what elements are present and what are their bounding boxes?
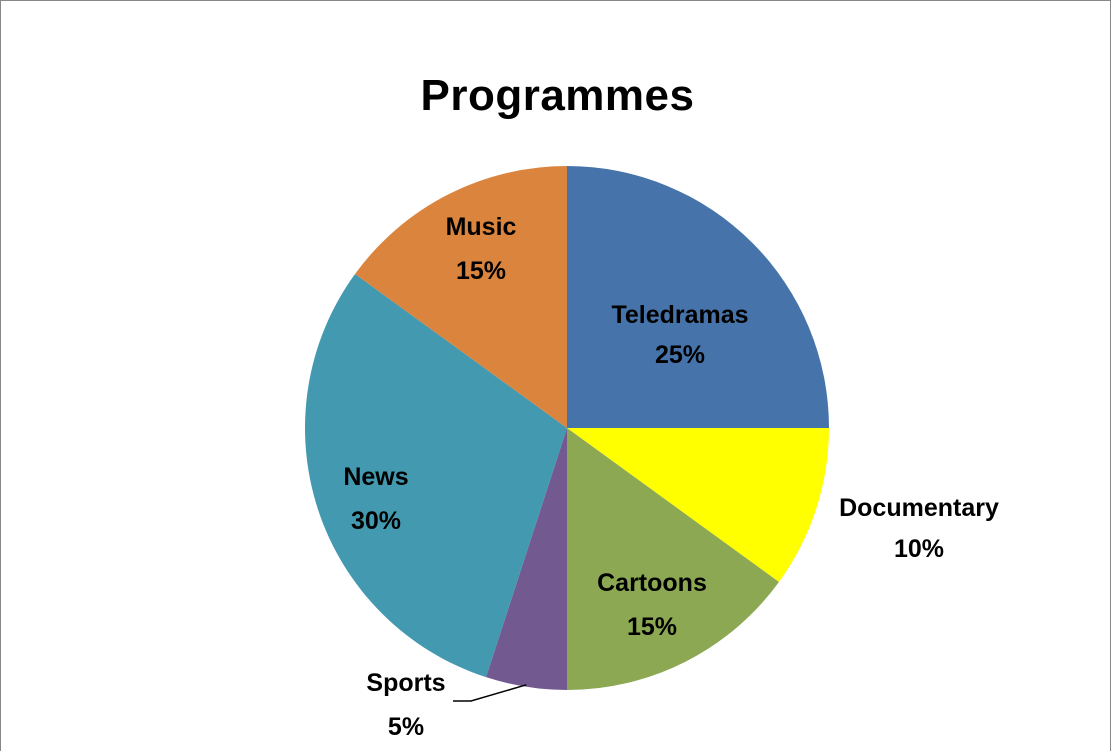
pie-slice-documentary: [567, 428, 829, 582]
slice-label-teledramas: Teledramas: [611, 301, 748, 329]
chart-title: Programmes: [420, 71, 695, 120]
slice-percent-cartoons: 15%: [627, 613, 677, 641]
pie-slice-sports: [486, 428, 567, 690]
slice-label-documentary: Documentary: [839, 494, 999, 522]
pie-slice-cartoons: [567, 428, 779, 690]
slice-label-sports: Sports: [366, 669, 445, 697]
slice-label-music: Music: [446, 213, 517, 241]
slice-percent-documentary: 10%: [894, 535, 944, 563]
pie-slice-news: [305, 274, 567, 678]
slice-percent-teledramas: 25%: [655, 341, 705, 369]
slice-label-news: News: [343, 463, 408, 491]
slice-percent-sports: 5%: [388, 713, 424, 741]
pie-slice-teledramas: [567, 166, 829, 428]
pie-slice-music: [355, 166, 567, 428]
slice-percent-music: 15%: [456, 257, 506, 285]
slice-percent-news: 30%: [351, 507, 401, 535]
sports-leader-line: [453, 684, 527, 702]
slice-label-cartoons: Cartoons: [597, 569, 707, 597]
